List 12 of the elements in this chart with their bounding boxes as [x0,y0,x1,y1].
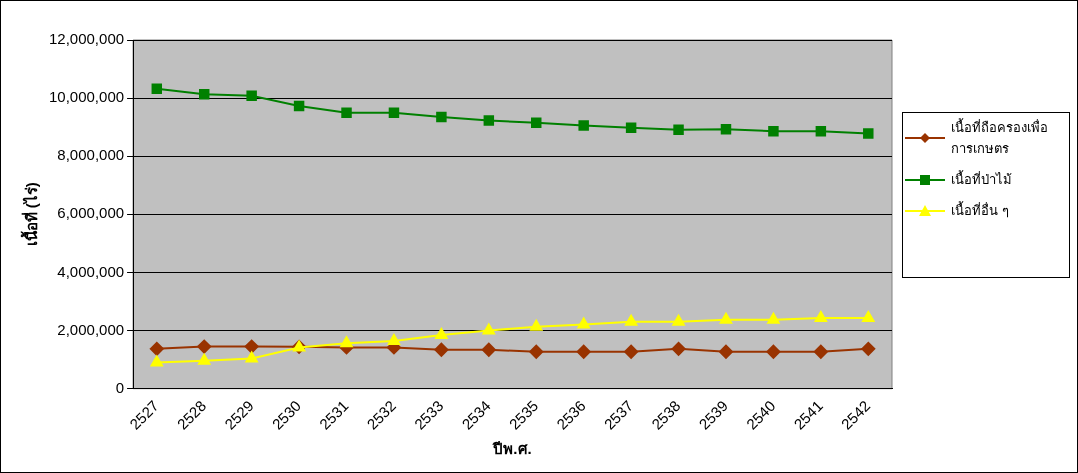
y-tick-label: 10,000,000 [49,88,125,106]
legend-label: เนื้อที่ถือครองเพื่อการเกษตร [951,117,1049,158]
y-tick-label: 2,000,000 [57,320,125,338]
y-tick-label: 0 [115,378,125,396]
y-tick-label: 12,000,000 [49,30,125,48]
legend-label: เนื้อที่ป่าไม้ [951,169,1012,189]
x-axis-title: ปีพ.ศ. [492,440,532,458]
y-axis-title: เนื้อที่ (ไร่) [20,182,41,247]
y-tick-label: 6,000,000 [57,204,125,222]
y-tick-label: 8,000,000 [57,146,125,164]
legend-label: เนื้อที่อื่น ๆ [951,200,1010,220]
y-tick-label: 4,000,000 [57,262,125,280]
